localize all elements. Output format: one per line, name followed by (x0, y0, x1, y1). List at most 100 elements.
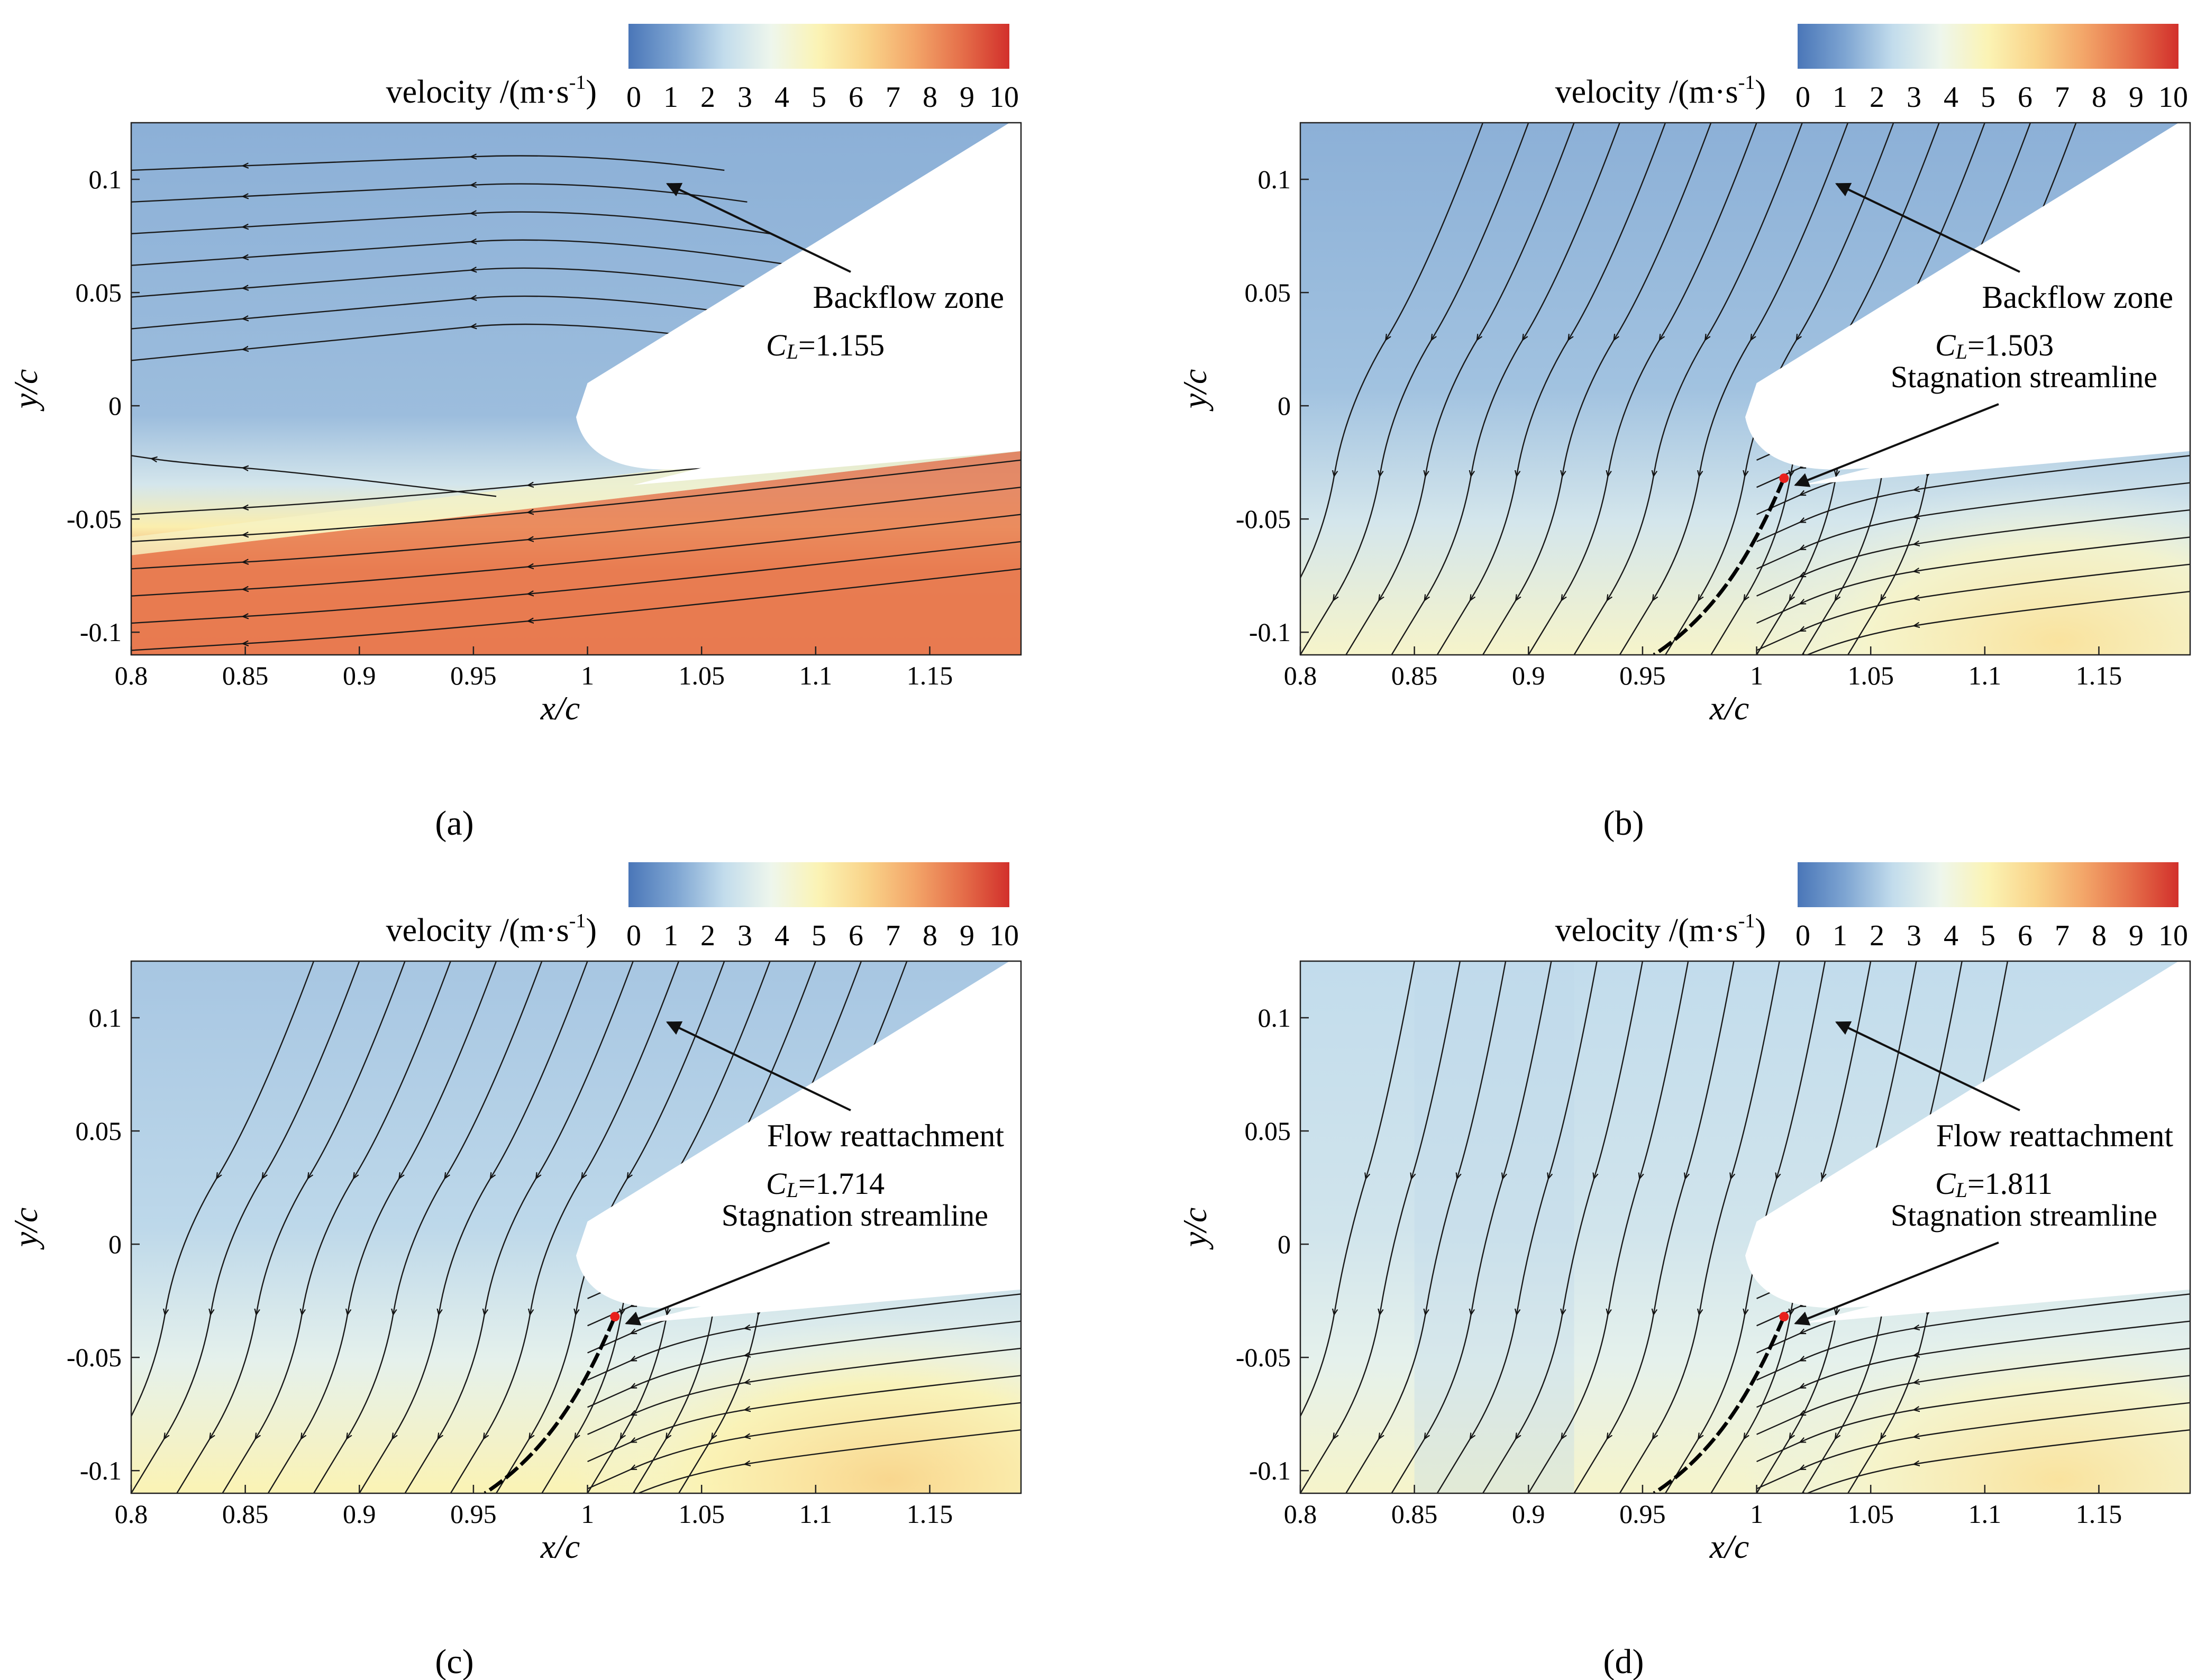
streamline (1756, 536, 2190, 624)
annotation-arrow (666, 182, 851, 273)
main-element (1745, 123, 2190, 470)
x-tick-label: 0.9 (1512, 1499, 1545, 1529)
lift-symbol: C (1935, 1166, 1956, 1201)
colorbar: 0 1 2 3 4 5 6 7 8 9 10 velocity /(m·s-1) (386, 24, 1019, 114)
panel-label: (a) (435, 804, 473, 843)
x-tick-label: 0.95 (450, 661, 497, 690)
y-tick-label: -0.05 (67, 504, 122, 534)
colorbar-tick-label: 9 (960, 81, 974, 114)
colorbar: 0 1 2 3 4 5 6 7 8 9 10 velocity /(m·s-1) (1555, 862, 2188, 952)
colorbar-tick-label: 9 (960, 919, 974, 952)
colorbar-tick-label: 1 (1833, 81, 1847, 114)
colorbar-tick-label: 8 (923, 81, 937, 114)
y-tick-label: -0.05 (67, 1343, 122, 1372)
x-tick-label: 0.9 (343, 1499, 376, 1529)
y-tick-label: -0.1 (80, 617, 122, 647)
x-tick-label: 1.15 (2076, 1499, 2122, 1529)
y-axis: -0.1 -0.05 0 0.05 0.1 (1236, 165, 1309, 647)
colorbar-tick-label: 10 (2158, 919, 2188, 952)
streamline (131, 296, 839, 330)
stagnation-streamline (484, 1316, 617, 1493)
colorbar-tick-label: 3 (737, 81, 752, 114)
colorbar-tick-label: 2 (1870, 919, 1884, 952)
x-tick-label: 0.85 (1391, 1499, 1438, 1529)
streamline (587, 1347, 1021, 1435)
y-tick-label: 0.1 (1258, 165, 1291, 194)
annotation-label: Backflow zone (1982, 280, 2173, 315)
lift-value: =1.811 (1967, 1166, 2053, 1201)
x-tick-label: 1 (581, 1499, 594, 1529)
x-tick-label: 1.1 (799, 661, 833, 690)
colorbar: 0 1 2 3 4 5 6 7 8 9 10 velocity /(m·s-1) (386, 862, 1019, 952)
colorbar-title: velocity /(m·s-1) (1555, 910, 1766, 948)
colorbar-tick-label: 6 (2018, 919, 2032, 952)
plot-frame (130, 122, 1022, 656)
colorbar-tick-label: 1 (663, 81, 678, 114)
y-tick-label: -0.1 (1249, 617, 1291, 647)
streamline (588, 1429, 1021, 1493)
streamline (131, 212, 770, 234)
x-tick-label: 1 (1750, 661, 1763, 690)
streamline (587, 1402, 1021, 1490)
airfoil-body (1745, 123, 2190, 485)
streamline (131, 156, 725, 171)
lift-symbol: C (766, 328, 787, 362)
colorbar-tick-label: 2 (700, 919, 715, 952)
colorbar-title-end: ) (586, 912, 597, 948)
y-axis: -0.1 -0.05 0 0.05 0.1 (67, 165, 140, 647)
y-axis-label: y/c (7, 1208, 44, 1250)
annotation-arrow (666, 1021, 851, 1111)
stagnation-point (610, 1312, 620, 1322)
streamline (1756, 482, 2190, 570)
chart-panel: 0.8 0.85 0.9 0.95 1 1.05 1.1 1.15 -0.1 -0.05 0 0.05… (7, 862, 1022, 1680)
colorbar-title: velocity /(m·s-1) (386, 71, 597, 110)
colorbar-tick-label: 7 (886, 919, 900, 952)
streamline (131, 514, 1021, 597)
streamlines (131, 156, 1021, 651)
colorbar-tick-label: 2 (700, 81, 715, 114)
x-tick-label: 1.15 (907, 1499, 953, 1529)
streamline (131, 541, 1021, 624)
stagnation-label: Stagnation streamline (722, 1198, 988, 1232)
plot-frame (1299, 122, 2191, 656)
lift-subscript: L (1955, 1178, 1967, 1202)
x-tick-label: 0.85 (1391, 661, 1438, 690)
airfoil-body (1745, 961, 2190, 1323)
annotation-label: Flow reattachment (1936, 1118, 2174, 1153)
colorbar-title: velocity /(m·s-1) (1555, 71, 1766, 110)
colorbar-tick-label: 6 (2018, 81, 2032, 114)
colorbar-title-superscript: -1 (1738, 71, 1755, 94)
colorbar-tick-label: 0 (1795, 919, 1810, 952)
colorbar-tick-label: 9 (2129, 919, 2144, 952)
annotation-label: Backflow zone (813, 280, 1004, 315)
y-axis-label: y/c (1176, 1208, 1214, 1250)
colorbar-title-end: ) (1755, 74, 1766, 110)
x-axis-label: x/c (540, 689, 580, 727)
x-tick-label: 0.85 (222, 661, 269, 690)
x-tick-label: 1.15 (2076, 661, 2122, 690)
colorbar-tick-label: 8 (923, 919, 937, 952)
x-tick-label: 1.05 (678, 661, 725, 690)
streamline (1756, 1375, 2190, 1463)
x-axis: 0.8 0.85 0.9 0.95 1 1.05 1.1 1.15 (1284, 646, 2122, 690)
colorbar-tick-label: 0 (626, 81, 641, 114)
colorbar-tick-label: 10 (989, 919, 1019, 952)
stagnation-arrow (1794, 1241, 1999, 1326)
chart-panel: 0.8 0.85 0.9 0.95 1 1.05 1.1 1.15 -0.1 -0.05 0 0.05… (1176, 862, 2191, 1680)
y-tick-label: 0.05 (76, 278, 122, 307)
colorbar-tick-label: 0 (626, 919, 641, 952)
airfoil-body (576, 123, 1021, 485)
lift-value: =1.155 (798, 328, 885, 362)
y-axis: -0.1 -0.05 0 0.05 0.1 (1236, 1003, 1309, 1485)
lift-coefficient: CL=1.155 (766, 328, 885, 363)
lift-value: =1.503 (1967, 328, 2054, 362)
streamline (1757, 1429, 2190, 1493)
panel-label: (c) (435, 1642, 473, 1680)
colorbar-tick-label: 6 (849, 919, 863, 952)
streamline (131, 268, 816, 298)
x-tick-label: 0.8 (1284, 661, 1317, 690)
streamline (587, 1320, 1021, 1408)
y-tick-label: -0.05 (1236, 1343, 1291, 1372)
x-axis-label: x/c (1709, 689, 1749, 727)
